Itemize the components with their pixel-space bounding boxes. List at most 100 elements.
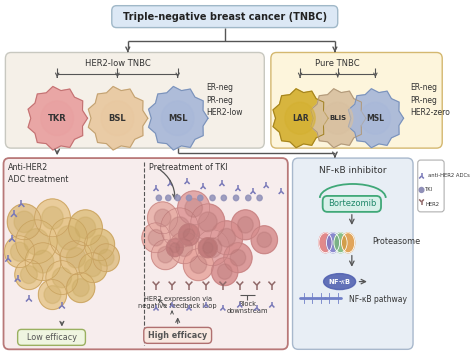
FancyBboxPatch shape [323, 196, 381, 212]
Text: TKR: TKR [48, 114, 66, 123]
Circle shape [155, 209, 171, 226]
Text: NF-κB inhibitor: NF-κB inhibitor [319, 165, 386, 175]
Circle shape [42, 207, 63, 229]
FancyBboxPatch shape [18, 329, 85, 345]
Ellipse shape [334, 233, 347, 253]
Circle shape [230, 250, 246, 266]
Text: Pure TNBC: Pure TNBC [315, 59, 360, 68]
Circle shape [231, 210, 260, 240]
Circle shape [196, 230, 229, 266]
FancyBboxPatch shape [112, 6, 338, 28]
Polygon shape [28, 87, 88, 150]
Circle shape [211, 258, 238, 285]
Circle shape [202, 242, 213, 253]
Circle shape [66, 273, 95, 302]
Circle shape [183, 249, 213, 280]
Text: ER-neg
PR-neg
HER2-zero: ER-neg PR-neg HER2-zero [410, 83, 450, 118]
Circle shape [68, 210, 102, 246]
Circle shape [72, 279, 89, 296]
FancyBboxPatch shape [3, 158, 288, 349]
Circle shape [32, 250, 54, 273]
Circle shape [79, 253, 107, 283]
Circle shape [251, 226, 277, 254]
Circle shape [419, 187, 424, 192]
Text: HER2: HER2 [425, 202, 439, 207]
Ellipse shape [327, 233, 339, 253]
Circle shape [169, 217, 190, 239]
Text: BLIS: BLIS [329, 115, 346, 121]
Circle shape [233, 195, 239, 201]
Circle shape [183, 229, 195, 241]
Circle shape [46, 261, 78, 295]
Text: Proteasome: Proteasome [373, 237, 421, 246]
FancyBboxPatch shape [271, 53, 442, 148]
Circle shape [170, 243, 180, 253]
Circle shape [218, 229, 236, 247]
Text: MSL: MSL [366, 114, 384, 123]
Circle shape [147, 202, 178, 234]
Polygon shape [88, 87, 148, 150]
Circle shape [218, 264, 232, 279]
Circle shape [199, 212, 217, 232]
Circle shape [246, 195, 251, 201]
Text: Pretreatment of TKI: Pretreatment of TKI [149, 163, 228, 172]
Circle shape [24, 229, 49, 255]
Circle shape [166, 239, 183, 257]
Circle shape [60, 241, 92, 275]
Text: LAR: LAR [292, 114, 309, 123]
Circle shape [257, 232, 272, 247]
Circle shape [41, 101, 73, 136]
Circle shape [203, 238, 222, 258]
Circle shape [20, 266, 37, 284]
Circle shape [151, 240, 180, 270]
Text: NF-$\kappa$B: NF-$\kappa$B [328, 277, 351, 286]
Circle shape [176, 239, 192, 257]
Circle shape [285, 102, 315, 134]
Circle shape [360, 102, 391, 134]
Circle shape [186, 195, 191, 201]
Polygon shape [148, 87, 208, 150]
Ellipse shape [341, 233, 355, 253]
Text: Low efficacy: Low efficacy [27, 333, 76, 342]
Circle shape [7, 204, 41, 240]
Circle shape [35, 199, 70, 237]
Circle shape [101, 101, 134, 136]
FancyBboxPatch shape [144, 327, 211, 343]
Circle shape [142, 223, 170, 253]
Text: BSL: BSL [109, 114, 126, 123]
Circle shape [84, 259, 101, 277]
Circle shape [210, 195, 215, 201]
Circle shape [161, 208, 199, 248]
Text: ER-neg
PR-neg
HER2-low: ER-neg PR-neg HER2-low [206, 83, 242, 118]
Circle shape [221, 195, 227, 201]
Circle shape [178, 191, 210, 225]
FancyBboxPatch shape [292, 158, 413, 349]
Polygon shape [273, 89, 328, 148]
Text: Triple-negative breast cancer (TNBC): Triple-negative breast cancer (TNBC) [123, 12, 327, 22]
Text: TKI: TKI [425, 187, 433, 192]
Text: Block
downstream: Block downstream [227, 301, 268, 314]
Circle shape [25, 243, 61, 280]
Circle shape [15, 260, 43, 290]
Circle shape [38, 280, 66, 310]
Circle shape [179, 224, 200, 246]
Text: anti-HER2 ADCs: anti-HER2 ADCs [428, 173, 470, 178]
Text: Anti-HER2
ADC treatment: Anti-HER2 ADC treatment [8, 163, 69, 184]
Circle shape [199, 238, 217, 258]
Circle shape [16, 220, 57, 264]
Circle shape [52, 267, 72, 288]
Circle shape [57, 226, 80, 250]
Text: HER2 expression via
negative feedback loop: HER2 expression via negative feedback lo… [138, 296, 217, 310]
FancyBboxPatch shape [5, 53, 264, 148]
Circle shape [14, 211, 35, 233]
Circle shape [191, 204, 225, 240]
Circle shape [210, 221, 243, 255]
Circle shape [237, 217, 253, 233]
Ellipse shape [324, 274, 356, 290]
Circle shape [198, 195, 203, 201]
Text: NF-κB pathway: NF-κB pathway [349, 295, 407, 304]
Circle shape [185, 198, 202, 217]
Ellipse shape [319, 233, 332, 253]
Circle shape [322, 102, 353, 134]
Circle shape [75, 217, 96, 239]
